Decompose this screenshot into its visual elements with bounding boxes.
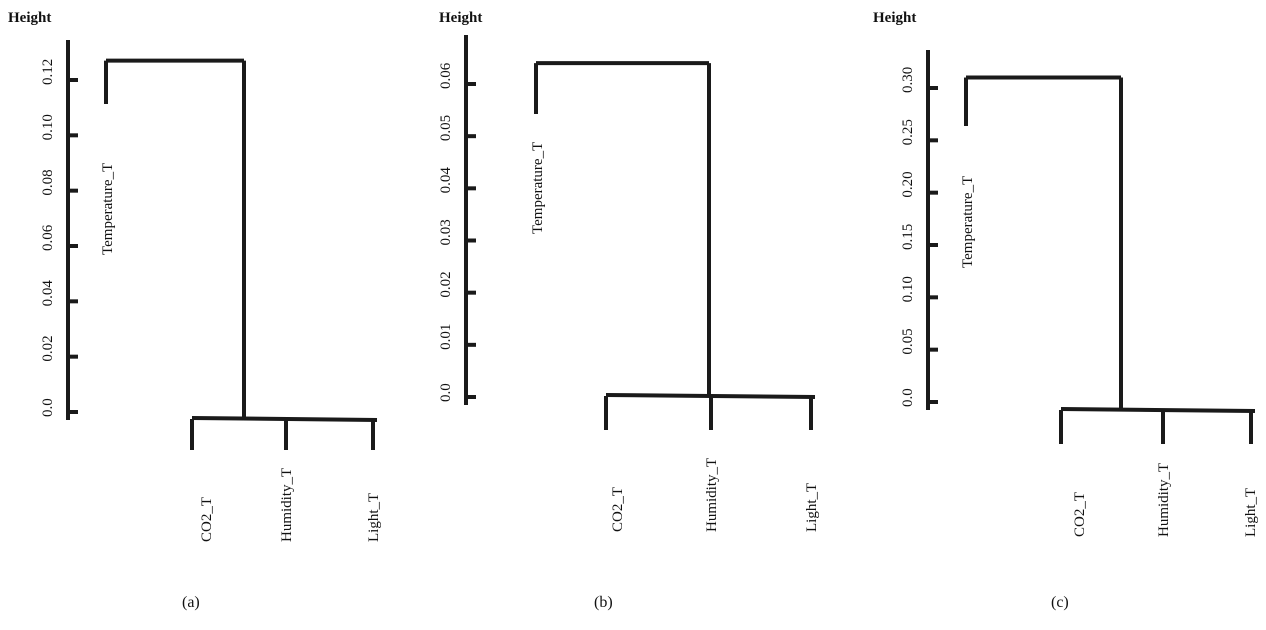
y-tick-label: 0.10 [900, 276, 916, 302]
y-tick-label: 0.04 [40, 280, 56, 307]
leaf-label: Humidity_T [1156, 463, 1172, 537]
panel-caption: (c) [1051, 594, 1069, 611]
y-axis-title: Height [439, 10, 482, 26]
y-tick-label: 0.15 [900, 224, 916, 250]
dendrogram-c-svg: Height 0.0 0.05 0.10 0.15 0.20 0.25 0.30 Tempera… [873, 10, 1259, 611]
leaf-label: CO2_T [610, 487, 626, 532]
dendrogram-b-svg: Height 0.0 0.01 0.02 0.03 0.04 0.05 0.06 Tempera… [438, 10, 820, 611]
y-tick-label: 0.02 [40, 335, 56, 361]
branch-bottom-horizontal [1060, 407, 1256, 413]
leaf-label-temperature: Temperature_T [530, 142, 546, 234]
dendrogram-group: Height 0.0 0.05 0.10 0.15 0.20 0.25 0.30 Tempera… [873, 10, 1259, 611]
leaf-label: Light_T [804, 483, 820, 532]
y-tick-label: 0.20 [900, 171, 916, 197]
dendrogram-panel-b: Height 0.0 0.01 0.02 0.03 0.04 0.05 0.06 Tempera… [422, 0, 844, 630]
leaf-label: Light_T [1243, 488, 1259, 537]
dendrogram-group: Height 0.0 0.02 0.04 0.06 0.08 0.10 0.12 Tempera… [8, 10, 382, 611]
y-tick-label: 0.06 [438, 62, 454, 89]
y-tick-label: 0.12 [40, 59, 56, 85]
y-tick-label: 0.25 [900, 119, 916, 145]
y-tick-label: 0.05 [438, 115, 454, 141]
dendrogram-panel-a: Height 0.0 0.02 0.04 0.06 0.08 0.10 0.12 Tempera… [0, 0, 422, 630]
y-tick-label: 0.06 [40, 224, 56, 251]
y-tick-label: 0.02 [438, 271, 454, 297]
y-tick-label: 0.0 [438, 383, 454, 402]
leaf-label: CO2_T [1072, 492, 1088, 537]
leaf-label: Humidity_T [279, 468, 295, 542]
panel-caption: (b) [594, 594, 613, 611]
dendrogram-a-svg: Height 0.0 0.02 0.04 0.06 0.08 0.10 0.12 Tempera… [8, 10, 382, 611]
leaf-label: Light_T [366, 493, 382, 542]
leaf-label-temperature: Temperature_T [100, 163, 116, 255]
y-axis-title: Height [8, 10, 51, 26]
y-tick-label: 0.0 [900, 388, 916, 407]
y-tick-label: 0.30 [900, 67, 916, 93]
y-tick-label: 0.03 [438, 219, 454, 245]
y-tick-label: 0.08 [40, 169, 56, 195]
leaf-label-temperature: Temperature_T [960, 176, 976, 268]
y-axis-title: Height [873, 10, 916, 26]
y-tick-label: 0.05 [900, 328, 916, 354]
leaf-label: Humidity_T [704, 458, 720, 532]
y-tick-label: 0.0 [40, 398, 56, 417]
y-tick-label: 0.04 [438, 167, 454, 194]
dendrogram-panel-c: Height 0.0 0.05 0.10 0.15 0.20 0.25 0.30 Tempera… [844, 0, 1266, 630]
y-tick-label: 0.10 [40, 114, 56, 140]
leaf-label: CO2_T [199, 497, 215, 542]
y-tick-label: 0.01 [438, 324, 454, 350]
dendrogram-group: Height 0.0 0.01 0.02 0.03 0.04 0.05 0.06 Tempera… [438, 10, 820, 611]
panel-caption: (a) [182, 594, 200, 611]
